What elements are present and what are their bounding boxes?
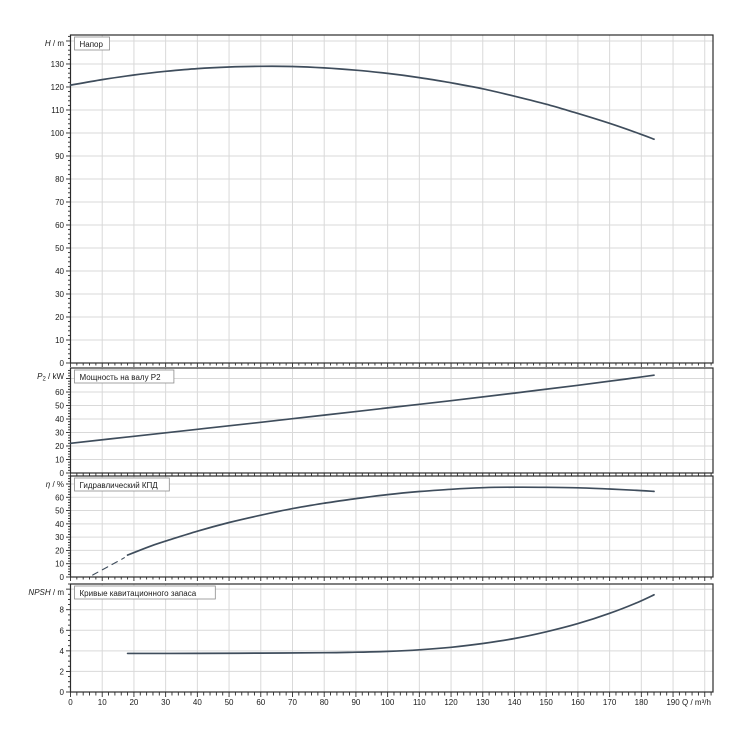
panel-title: Мощность на валу P2 <box>80 373 162 382</box>
y-tick-label: 10 <box>55 560 64 569</box>
y-axis-label-hydraulic-efficiency: η / % <box>46 480 64 489</box>
panel-title: Напор <box>80 40 104 49</box>
x-axis-unit-label: Q / m³/h <box>682 698 711 707</box>
y-tick-label: 130 <box>51 60 65 69</box>
x-tick-label: 130 <box>476 698 490 707</box>
x-ticks-npsh <box>70 692 712 697</box>
y-tick-label: 50 <box>55 244 64 253</box>
y-tick-label: 0 <box>60 469 65 478</box>
x-tick-label: 140 <box>508 698 522 707</box>
panel-shaft-power: 0 10 20 30 40 50 60 P2 / kW Мощность на валу P2 <box>37 367 714 478</box>
y-tick-label: 10 <box>55 336 64 345</box>
y-tick-label: 110 <box>51 106 64 115</box>
x-ticks-hydraulic-efficiency <box>70 577 712 581</box>
y-tick-label: 10 <box>55 456 64 465</box>
y-tick-label: 80 <box>55 175 64 184</box>
y-tick-label: 40 <box>55 267 64 276</box>
y-tick-label: 40 <box>55 415 64 424</box>
panel-border <box>69 367 714 474</box>
x-tick-label: 50 <box>225 698 234 707</box>
y-tick-label: 50 <box>55 507 64 516</box>
x-tick-label: 180 <box>635 698 649 707</box>
y-axis-label-npsh: NPSH / m <box>28 588 64 597</box>
panel-title-box <box>74 477 170 492</box>
x-ticks-head <box>70 363 712 367</box>
x-tick-label: 80 <box>320 698 329 707</box>
x-tick-label: 150 <box>540 698 554 707</box>
x-tick-label: 0 <box>68 698 73 707</box>
y-axis-label-head: H / m <box>45 39 64 48</box>
npsh-curve <box>126 593 655 655</box>
y-tick-label: 40 <box>55 520 64 529</box>
y-tick-label: 0 <box>60 573 65 582</box>
panel-title-box <box>74 36 110 51</box>
y-tick-label: 50 <box>55 402 64 411</box>
panel-hydraulic-efficiency: 0 10 20 30 40 50 60 η / % Гидравлический КПД <box>46 475 714 582</box>
head-curve <box>69 65 655 141</box>
y-tick-label: 20 <box>55 313 64 322</box>
x-tick-label: 90 <box>351 698 360 707</box>
y-tick-label: 30 <box>55 533 64 542</box>
shaft-power-curve <box>69 374 655 445</box>
x-axis-labels: 0 10 20 30 40 50 60 70 80 90 100 110 120 130 140 150 160… <box>68 698 711 707</box>
y-ticks-hydraulic-efficiency <box>66 475 71 578</box>
panel-title: Гидравлический КПД <box>80 481 159 490</box>
x-tick-label: 160 <box>571 698 585 707</box>
x-tick-label: 20 <box>129 698 138 707</box>
x-tick-label: 100 <box>381 698 395 707</box>
y-tick-label: 20 <box>55 546 64 555</box>
x-tick-label: 60 <box>256 698 265 707</box>
y-tick-label: 30 <box>55 429 64 438</box>
panel-head: 0 10 20 30 40 50 60 70 80 90 100 110 120 130 H / m Напо… <box>45 34 714 368</box>
y-tick-label: 90 <box>55 152 64 161</box>
y-tick-label: 60 <box>55 493 64 502</box>
y-tick-label: 8 <box>60 606 65 615</box>
x-tick-label: 110 <box>413 698 426 707</box>
efficiency-curve <box>126 486 655 556</box>
grid-npsh <box>70 584 713 692</box>
y-tick-label: 100 <box>51 129 65 138</box>
panel-title: Кривые кавитационного запаса <box>80 589 197 598</box>
efficiency-curve-dashed <box>92 557 125 576</box>
y-ticks-shaft-power <box>66 369 71 474</box>
x-tick-label: 190 <box>666 698 680 707</box>
panel-border <box>69 583 714 693</box>
x-tick-label: 70 <box>288 698 297 707</box>
x-tick-label: 40 <box>193 698 202 707</box>
panel-title-box <box>74 369 175 384</box>
y-tick-label: 30 <box>55 290 64 299</box>
grid-shaft-power <box>70 368 713 473</box>
y-tick-label: 60 <box>55 388 64 397</box>
y-tick-label: 70 <box>55 198 64 207</box>
y-ticks-head <box>66 35 71 364</box>
grid-head <box>70 35 713 363</box>
y-tick-label: 60 <box>55 221 64 230</box>
x-tick-label: 120 <box>444 698 458 707</box>
grid-hydraulic-efficiency <box>70 476 713 577</box>
y-tick-label: 6 <box>60 626 65 635</box>
x-tick-label: 10 <box>98 698 107 707</box>
y-tick-label: 20 <box>55 442 64 451</box>
y-tick-label: 120 <box>51 83 65 92</box>
y-axis-label-shaft-power: P2 / kW <box>37 372 64 383</box>
y-tick-label: 4 <box>60 647 65 656</box>
panel-npsh: 0 2 4 6 8 NPSH / m Кривые кавитационного запас… <box>28 583 714 697</box>
y-tick-label: 0 <box>60 359 65 368</box>
x-tick-label: 170 <box>603 698 617 707</box>
y-tick-label: 0 <box>60 688 65 697</box>
panel-title-box <box>74 585 216 600</box>
y-ticks-npsh <box>66 583 71 693</box>
panel-border <box>69 34 714 364</box>
y-tick-label: 2 <box>60 667 65 676</box>
x-tick-label: 30 <box>161 698 170 707</box>
